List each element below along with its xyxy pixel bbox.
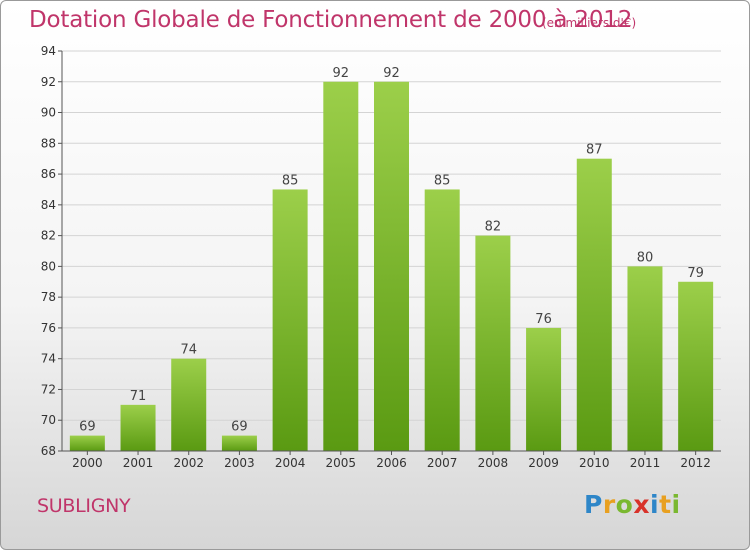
y-tick-label: 70 [41, 413, 56, 427]
data-label: 87 [586, 143, 603, 158]
bar-2007 [424, 189, 460, 451]
commune-name: SUBLIGNY [37, 495, 131, 517]
data-label: 80 [637, 250, 654, 265]
y-tick-label: 88 [41, 136, 56, 150]
data-label: 79 [687, 266, 704, 281]
chart-subtitle: (en milliers d'€) [542, 16, 637, 30]
bar-2003 [221, 435, 257, 451]
y-tick-label: 84 [41, 198, 56, 212]
data-label: 76 [535, 312, 552, 327]
y-tick-label: 90 [41, 106, 56, 120]
logo-letter: i [671, 490, 681, 519]
data-label: 85 [282, 173, 299, 188]
logo-letter: x [633, 490, 650, 519]
bar-2012 [678, 281, 714, 451]
data-label: 82 [485, 220, 502, 235]
x-tick-label: 2012 [680, 456, 711, 470]
y-tick-label: 72 [41, 382, 56, 396]
x-tick-label: 2000 [72, 456, 103, 470]
y-tick-label: 80 [41, 259, 56, 273]
bar-2000 [69, 435, 105, 451]
y-tick-label: 68 [41, 444, 56, 458]
bar-2004 [272, 189, 308, 451]
y-tick-label: 92 [41, 75, 56, 89]
y-tick-label: 94 [41, 44, 56, 58]
y-tick-label: 86 [41, 167, 56, 181]
x-tick-label: 2008 [478, 456, 509, 470]
x-tick-label: 2001 [123, 456, 154, 470]
x-tick-label: 2004 [275, 456, 306, 470]
bar-2008 [475, 235, 511, 451]
proxiti-logo[interactable]: Proxiti [584, 490, 681, 519]
y-tick-label: 82 [41, 229, 56, 243]
data-label: 69 [231, 420, 248, 435]
chart-title: Dotation Globale de Fonctionnement de 20… [29, 7, 633, 33]
bar-2010 [576, 158, 612, 451]
data-label: 71 [130, 389, 147, 404]
x-tick-label: 2009 [528, 456, 559, 470]
y-tick-label: 78 [41, 290, 56, 304]
data-label: 74 [180, 343, 197, 358]
logo-letter: r [602, 490, 616, 519]
bar-2011 [627, 266, 663, 451]
data-label: 92 [333, 66, 350, 81]
x-tick-label: 2010 [579, 456, 610, 470]
bar-2001 [120, 404, 156, 451]
x-tick-label: 2005 [326, 456, 357, 470]
bar-2005 [323, 81, 359, 452]
bar-2009 [526, 327, 562, 451]
x-tick-label: 2006 [376, 456, 407, 470]
x-tick-label: 2003 [224, 456, 255, 470]
data-label: 85 [434, 173, 451, 188]
x-tick-label: 2007 [427, 456, 458, 470]
logo-letter: i [650, 490, 660, 519]
bar-2006 [374, 81, 409, 452]
x-tick-label: 2002 [173, 456, 204, 470]
data-label: 92 [383, 66, 400, 81]
y-tick-label: 76 [41, 321, 56, 335]
logo-letter: o [615, 490, 634, 519]
logo-letter: t [659, 490, 672, 519]
logo-letter: P [584, 490, 603, 519]
y-tick-label: 74 [41, 352, 56, 366]
data-label: 69 [79, 420, 96, 435]
x-tick-label: 2011 [630, 456, 661, 470]
bar-2002 [171, 358, 207, 451]
